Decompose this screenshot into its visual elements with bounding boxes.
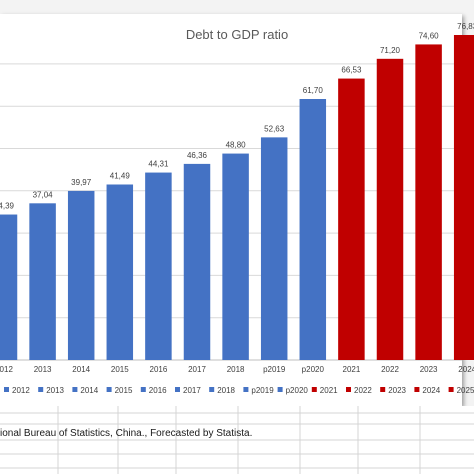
legend-swatch-2022 bbox=[346, 387, 351, 392]
x-tick-label-2016: 2016 bbox=[150, 365, 168, 374]
bar-p2020 bbox=[299, 99, 327, 360]
x-tick-label-p2019: p2019 bbox=[263, 365, 286, 374]
legend-swatch-2012 bbox=[4, 387, 9, 392]
data-label-p2019: 52,63 bbox=[264, 124, 285, 133]
x-tick-label-2024: 2024 bbox=[458, 365, 474, 374]
legend-label-2012: 2012 bbox=[12, 386, 30, 395]
legend-label-2021: 2021 bbox=[320, 386, 338, 395]
legend-swatch-2025f bbox=[448, 387, 454, 392]
bar-2023 bbox=[415, 44, 442, 360]
legend-label-2016: 2016 bbox=[149, 386, 167, 395]
legend-swatch-2017 bbox=[175, 387, 180, 392]
x-tick-label-2015: 2015 bbox=[111, 365, 129, 374]
legend-swatch-2014 bbox=[72, 387, 78, 392]
x-tick-label-2012: 2012 bbox=[0, 365, 13, 374]
data-label-2016: 44,31 bbox=[148, 160, 169, 169]
legend-swatch-2015 bbox=[106, 387, 112, 392]
data-label-2021: 66,53 bbox=[341, 66, 362, 75]
legend-swatch-2018 bbox=[209, 387, 215, 392]
bar-2018 bbox=[222, 153, 249, 360]
bar-2012 bbox=[0, 214, 18, 360]
legend-swatch-p2019 bbox=[243, 387, 249, 392]
legend-swatch-2016 bbox=[140, 387, 146, 392]
data-label-2023: 74,60 bbox=[419, 31, 440, 40]
x-tick-label-2023: 2023 bbox=[420, 365, 438, 374]
bar-2014 bbox=[67, 190, 95, 360]
bar-2017 bbox=[183, 163, 211, 360]
x-tick-label-p2020: p2020 bbox=[302, 365, 325, 374]
data-label-2012: 34,39 bbox=[0, 202, 15, 211]
data-label-2024: 76,83 bbox=[457, 22, 474, 31]
legend-swatch-2024 bbox=[414, 387, 420, 392]
legend-swatch-p2020 bbox=[277, 387, 283, 392]
bar-2016 bbox=[145, 172, 172, 360]
legend-label-2023: 2023 bbox=[388, 386, 406, 395]
bar-2013 bbox=[29, 203, 56, 360]
x-tick-label-2022: 2022 bbox=[381, 365, 399, 374]
chart-title: Debt to GDP ratio bbox=[185, 27, 289, 42]
data-label-2022: 71,20 bbox=[380, 46, 401, 55]
data-label-2015: 41,49 bbox=[110, 171, 131, 180]
legend-swatch-2021 bbox=[311, 387, 317, 392]
legend-label-2024: 2024 bbox=[422, 386, 440, 395]
legend-label-2018: 2018 bbox=[217, 386, 235, 395]
legend-label-2013: 2013 bbox=[46, 386, 64, 395]
legend-label-p2019: p2019 bbox=[251, 386, 274, 395]
legend-label-2017: 2017 bbox=[183, 386, 201, 395]
legend-label-2022: 2022 bbox=[354, 386, 372, 395]
legend-label-2025f: 2025f bbox=[457, 386, 474, 395]
bar-2021 bbox=[338, 78, 365, 361]
x-tick-label-2013: 2013 bbox=[34, 365, 52, 374]
bar-p2019 bbox=[260, 137, 288, 360]
bar-2022 bbox=[376, 58, 404, 361]
data-label-2017: 46,36 bbox=[187, 151, 208, 160]
legend-label-p2020: p2020 bbox=[286, 386, 309, 395]
legend-label-2014: 2014 bbox=[80, 386, 98, 395]
data-label-2018: 48,80 bbox=[226, 141, 247, 150]
legend-label-2015: 2015 bbox=[115, 386, 133, 395]
legend-swatch-2023 bbox=[380, 387, 386, 392]
data-label-2014: 39,97 bbox=[71, 178, 92, 187]
data-label-2013: 37,04 bbox=[33, 190, 54, 199]
data-label-p2020: 61,70 bbox=[303, 86, 324, 95]
legend-swatch-2013 bbox=[38, 387, 44, 392]
source-note: ional Bureau of Statistics, China., Fore… bbox=[0, 428, 253, 439]
x-tick-label-2017: 2017 bbox=[188, 365, 206, 374]
bar-2015 bbox=[106, 184, 134, 360]
bar-2024 bbox=[453, 34, 474, 360]
x-tick-label-2018: 2018 bbox=[227, 365, 245, 374]
x-tick-label-2021: 2021 bbox=[343, 365, 361, 374]
x-tick-label-2014: 2014 bbox=[72, 365, 90, 374]
